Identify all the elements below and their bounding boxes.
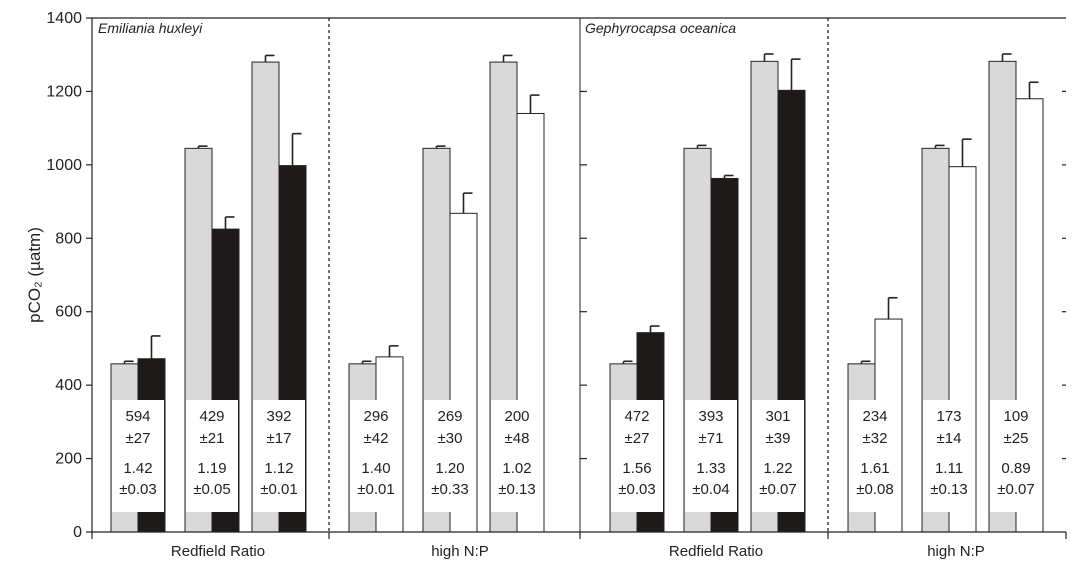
- group-label-right-redfield: Redfield Ratio: [669, 543, 763, 560]
- annotation-text: ±0.01: [357, 481, 394, 498]
- annotation-text: 1.40: [361, 460, 390, 477]
- annotation-box: [424, 400, 476, 512]
- group-label-right-highnp: high N:P: [927, 543, 985, 560]
- annotation-box: [491, 400, 543, 512]
- annotation-text: 1.56: [622, 460, 651, 477]
- annotation-text: 1.12: [264, 460, 293, 477]
- y-tick-label: 0: [73, 524, 82, 541]
- annotation-text: ±42: [364, 430, 389, 447]
- annotation-text: 109: [1003, 408, 1028, 425]
- annotation-text: ±0.13: [930, 481, 967, 498]
- annotation-text: 1.20: [435, 460, 464, 477]
- annotation-text: ±0.07: [997, 481, 1034, 498]
- annotation-box: [752, 400, 804, 512]
- annotation-boxes-layer: 594 ±27 1.42 ±0.03 429 ±21 1.19 ±0.05 392 ±17 1.12…: [112, 400, 1042, 512]
- y-tick-label: 800: [55, 230, 82, 247]
- y-tick-label: 200: [55, 451, 82, 468]
- group-label-left-highnp: high N:P: [431, 543, 489, 560]
- annotation-text: 393: [698, 408, 723, 425]
- annotation-box: [253, 400, 305, 512]
- annotation-text: ±21: [200, 430, 225, 447]
- annotation-text: ±0.08: [856, 481, 893, 498]
- annotation-text: 1.19: [197, 460, 226, 477]
- annotation-text: 1.42: [123, 460, 152, 477]
- annotation-text: ±39: [766, 430, 791, 447]
- annotation-text: ±0.03: [119, 481, 156, 498]
- y-tick-label: 1400: [46, 10, 82, 27]
- species-label-right: Gephyrocapsa oceanica: [585, 20, 736, 36]
- annotation-text: ±25: [1004, 430, 1029, 447]
- y-axis-label: pCO₂ (µatm): [25, 227, 44, 323]
- annotation-text: 1.11: [935, 460, 963, 477]
- y-tick-label: 1000: [46, 157, 82, 174]
- y-tick-label: 1200: [46, 83, 82, 100]
- annotation-text: 0.89: [1001, 460, 1030, 477]
- bars-layer: [110, 53, 1044, 533]
- annotation-box: [112, 400, 164, 512]
- annotation-text: ±0.05: [193, 481, 230, 498]
- annotation-text: ±0.13: [498, 481, 535, 498]
- annotation-text: 1.02: [502, 460, 531, 477]
- annotation-text: 472: [624, 408, 649, 425]
- annotation-text: 173: [936, 408, 961, 425]
- annotation-text: 594: [125, 408, 150, 425]
- annotation-text: ±32: [863, 430, 888, 447]
- annotation-text: 269: [437, 408, 462, 425]
- annotation-text: ±30: [438, 430, 463, 447]
- y-tick-label: 600: [55, 304, 82, 321]
- species-label-left: Emiliania huxleyi: [98, 20, 203, 36]
- annotation-text: 296: [363, 408, 388, 425]
- annotation-box: [685, 400, 737, 512]
- annotation-box: [186, 400, 238, 512]
- annotation-text: 1.33: [696, 460, 725, 477]
- annotation-box: [350, 400, 402, 512]
- annotation-text: ±14: [937, 430, 962, 447]
- annotation-box: [990, 400, 1042, 512]
- annotation-box: [849, 400, 901, 512]
- annotation-text: ±0.01: [260, 481, 297, 498]
- annotation-text: ±27: [126, 430, 151, 447]
- annotation-text: ±27: [625, 430, 650, 447]
- annotation-box: [611, 400, 663, 512]
- y-tick-label: 400: [55, 377, 82, 394]
- annotation-text: ±48: [505, 430, 530, 447]
- annotation-text: ±17: [267, 430, 292, 447]
- annotation-text: 200: [504, 408, 529, 425]
- annotation-box: [923, 400, 975, 512]
- annotation-text: ±0.07: [759, 481, 796, 498]
- annotation-text: 392: [266, 408, 291, 425]
- group-label-left-redfield: Redfield Ratio: [171, 543, 265, 560]
- annotation-text: 234: [862, 408, 887, 425]
- annotation-text: 1.22: [763, 460, 792, 477]
- annotation-text: ±0.33: [431, 481, 468, 498]
- annotation-text: 1.61: [860, 460, 889, 477]
- annotation-text: 301: [765, 408, 790, 425]
- annotation-text: ±0.03: [618, 481, 655, 498]
- annotation-text: ±71: [699, 430, 724, 447]
- axes-layer: pCO₂ (µatm) Emiliania huxleyi Gephyrocap…: [25, 10, 1067, 560]
- annotation-text: ±0.04: [692, 481, 729, 498]
- annotation-text: 429: [199, 408, 224, 425]
